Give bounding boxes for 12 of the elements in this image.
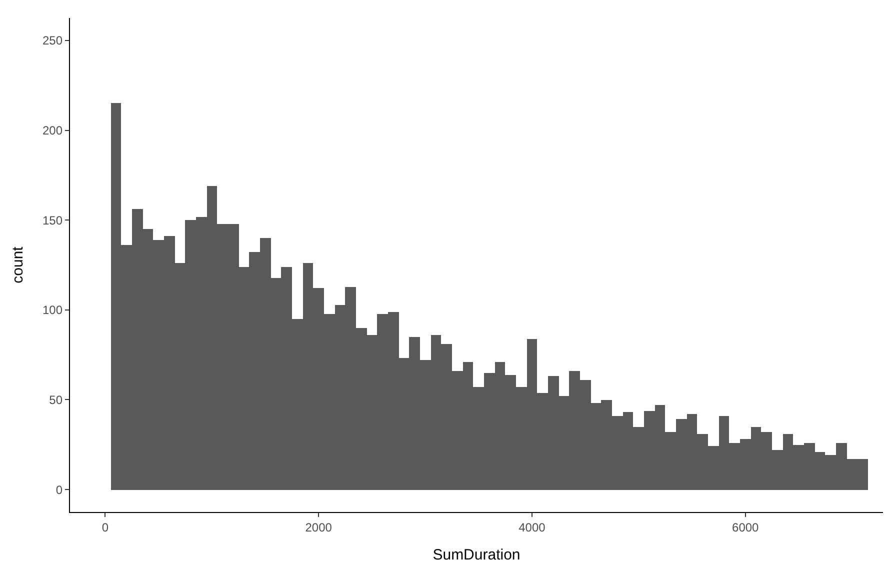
x-tick-label: 6000 — [732, 520, 760, 534]
x-tick-label: 4000 — [518, 520, 546, 534]
y-tick-label: 50 — [49, 392, 63, 407]
x-tick-label: 2000 — [305, 520, 332, 534]
y-tick-label: 150 — [42, 213, 63, 228]
y-tick-label: 250 — [42, 34, 63, 48]
y-tick-label: 0 — [56, 482, 63, 497]
x-axis-title: SumDuration — [432, 546, 520, 564]
y-tick-label: 200 — [42, 123, 63, 138]
x-tick-label: 0 — [102, 520, 109, 534]
y-axis-title: count — [10, 246, 27, 284]
y-tick-label: 100 — [42, 303, 63, 318]
